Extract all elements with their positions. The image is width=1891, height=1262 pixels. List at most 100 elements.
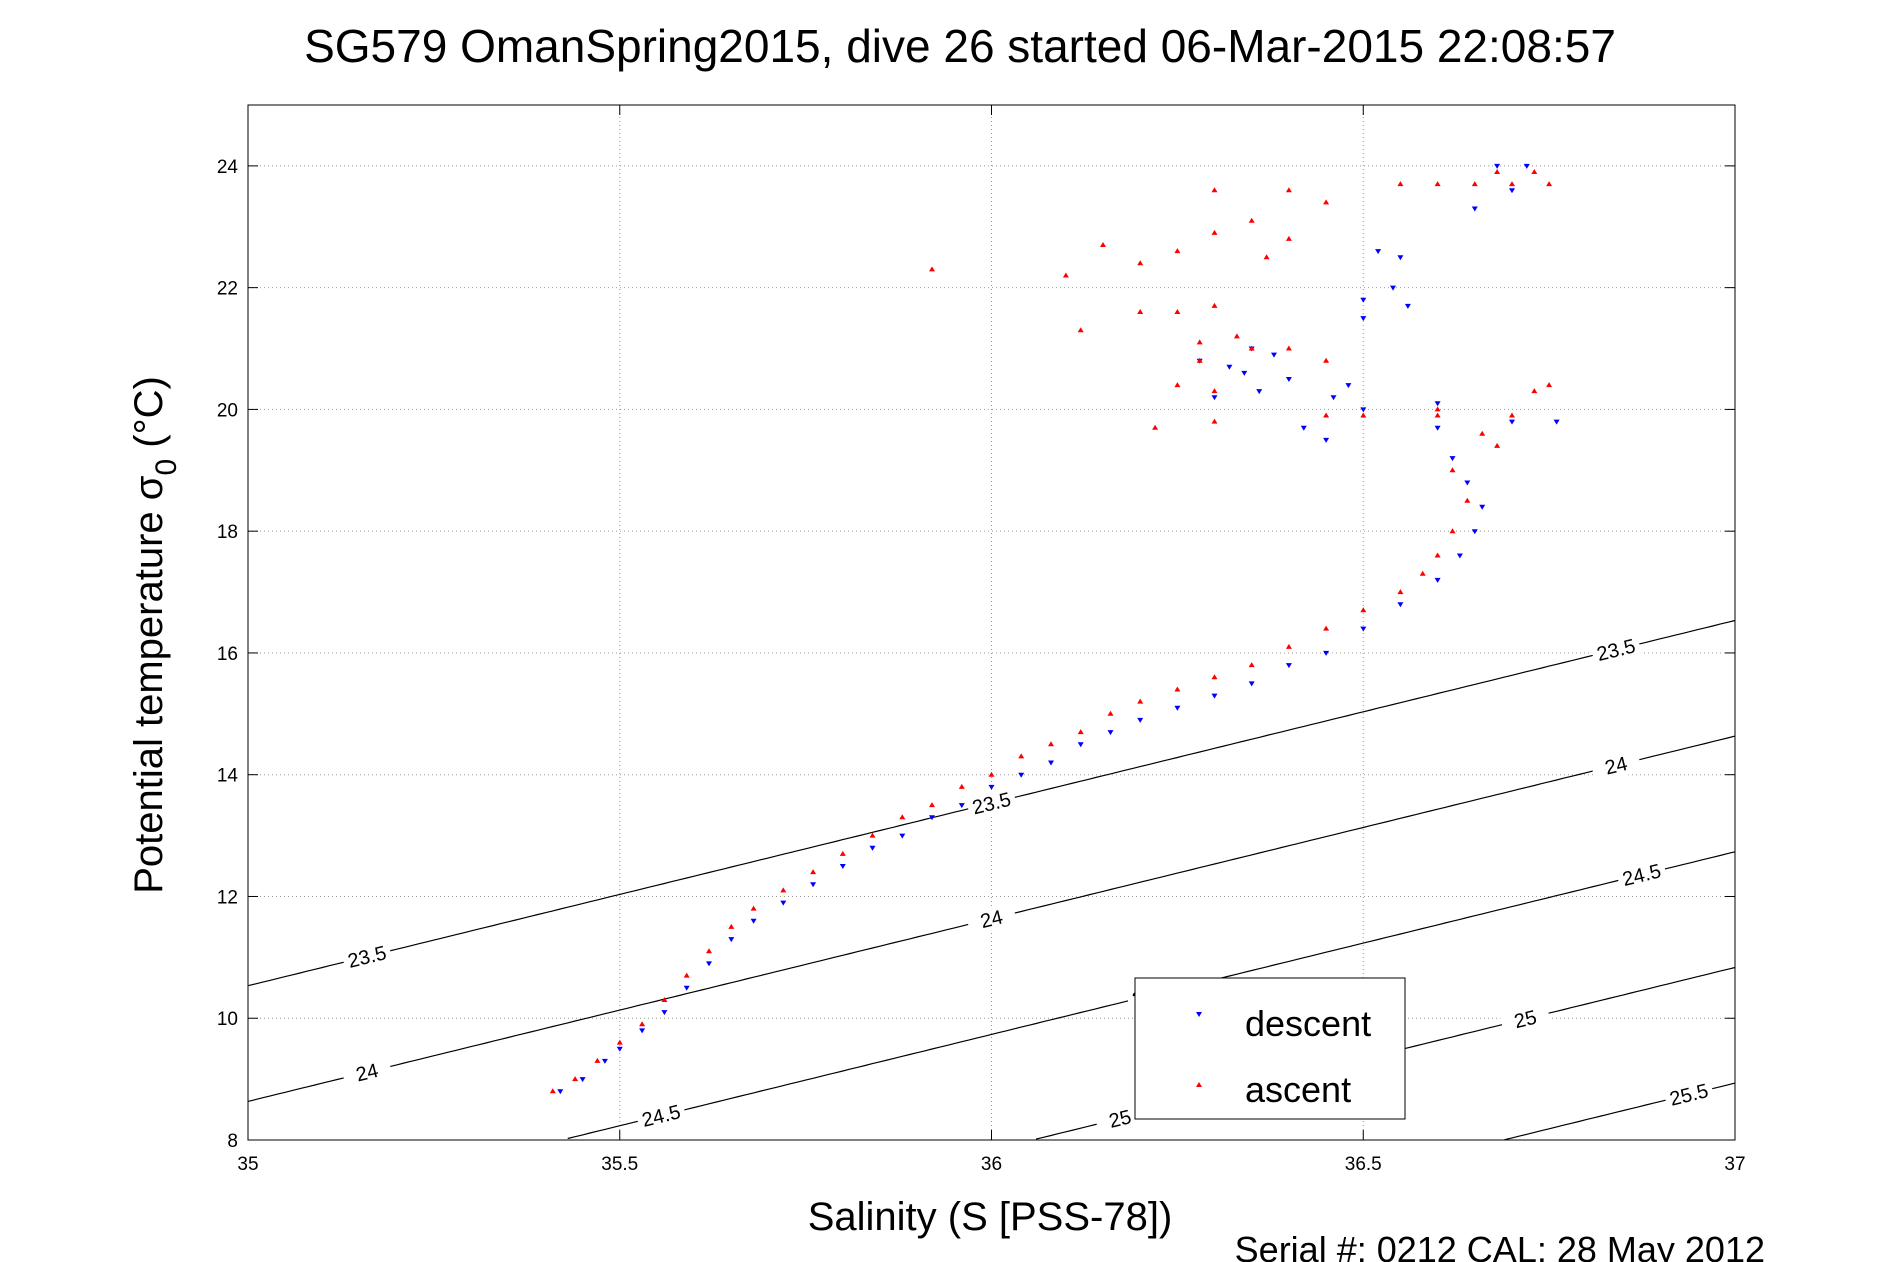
data-point-descent: [1174, 705, 1181, 711]
y-axis-label-subscript: 0: [150, 459, 183, 476]
data-point-ascent: [1211, 418, 1218, 424]
data-point-ascent: [1107, 710, 1114, 716]
data-point-ascent: [1174, 686, 1181, 692]
data-point-descent: [1397, 602, 1404, 608]
data-point-ascent: [1196, 339, 1203, 345]
data-point-descent: [1241, 370, 1248, 376]
series-ascent: [549, 169, 1553, 1094]
data-point-descent: [899, 833, 906, 839]
contour-label: 24: [1603, 753, 1630, 780]
data-point-ascent: [780, 887, 787, 893]
data-point-descent: [1285, 377, 1292, 382]
data-point-ascent: [1285, 235, 1292, 241]
data-point-descent: [579, 1077, 586, 1083]
data-point-ascent: [683, 972, 690, 978]
data-point-descent: [1360, 316, 1367, 322]
data-point-ascent: [1077, 729, 1084, 735]
legend-box: [1134, 977, 1406, 1120]
data-point-ascent: [1018, 753, 1025, 759]
data-point-ascent: [1263, 254, 1270, 260]
data-point-descent: [1404, 303, 1411, 309]
data-point-ascent: [1285, 345, 1292, 351]
x-tick-label: 36: [981, 1154, 1002, 1175]
data-point-ascent: [1509, 412, 1515, 418]
legend-label-descent: descent: [1245, 1003, 1371, 1044]
contour-label-bg: [1093, 1101, 1147, 1136]
data-point-descent: [557, 1089, 564, 1095]
data-point-descent: [1456, 553, 1463, 559]
data-point-ascent: [1285, 643, 1292, 649]
x-tick-label: 35.5: [601, 1154, 638, 1175]
data-point-ascent: [1211, 302, 1218, 308]
contour-label: 24: [354, 1060, 381, 1087]
data-point-descent: [1137, 717, 1144, 723]
y-tick-label: 18: [217, 522, 238, 543]
data-point-ascent: [958, 783, 965, 789]
data-point-ascent: [728, 923, 735, 929]
data-point-descent: [1434, 425, 1441, 431]
data-point-descent: [1449, 456, 1456, 462]
data-point-ascent: [1360, 412, 1367, 418]
y-tick-label: 12: [217, 887, 238, 908]
data-point-descent: [1479, 504, 1486, 510]
data-point-descent: [616, 1046, 623, 1052]
data-point-descent: [639, 1028, 646, 1034]
data-point-ascent: [1233, 333, 1240, 339]
y-axis-label: Potential temperature σ0 (°C): [127, 376, 183, 894]
data-point-ascent: [706, 948, 712, 954]
data-point-ascent: [1211, 674, 1218, 680]
plot-area: [248, 105, 1735, 1140]
data-point-descent: [1323, 437, 1330, 443]
data-point-ascent: [1137, 309, 1144, 314]
data-point-descent: [1509, 419, 1515, 425]
data-point-descent: [1360, 626, 1367, 632]
data-point-descent: [1226, 364, 1233, 370]
data-point-ascent: [1397, 589, 1404, 595]
data-point-descent: [1523, 163, 1530, 169]
x-tick-label: 36.5: [1345, 1154, 1382, 1175]
data-point-ascent: [1397, 181, 1404, 187]
data-point-descent: [1271, 352, 1277, 358]
data-point-descent: [929, 815, 935, 821]
data-point-descent: [1107, 730, 1114, 736]
contour-label: 25: [1512, 1007, 1539, 1034]
data-point-descent: [1285, 663, 1292, 669]
data-point-descent: [1375, 249, 1382, 255]
contour-label-bg: [340, 1054, 394, 1090]
data-point-ascent: [869, 832, 876, 838]
x-tick-label: 37: [1724, 1154, 1745, 1175]
data-point-ascent: [1285, 187, 1292, 193]
data-point-descent: [1248, 681, 1255, 687]
data-point-ascent: [1546, 382, 1553, 388]
y-tick-label: 22: [217, 279, 238, 300]
data-point-descent: [1211, 395, 1218, 401]
data-point-ascent: [1434, 412, 1441, 418]
data-point-ascent: [1174, 309, 1181, 314]
data-point-ascent: [1434, 181, 1441, 187]
y-axis-label-unit: (°C): [127, 376, 171, 459]
data-point-ascent: [1174, 382, 1181, 388]
data-point-ascent: [1360, 607, 1367, 613]
data-point-ascent: [1152, 424, 1159, 430]
contour-label-bg: [634, 1098, 688, 1133]
contour-label-bg: [1615, 857, 1668, 893]
data-point-descent: [1434, 577, 1441, 583]
contour-label-bg: [965, 901, 1018, 937]
data-point-ascent: [1471, 181, 1478, 187]
contour-label-bg: [965, 785, 1018, 821]
data-point-ascent: [1464, 497, 1471, 503]
data-point-descent: [1048, 760, 1054, 766]
y-tick-label: 8: [227, 1131, 238, 1152]
data-point-ascent: [1419, 570, 1426, 576]
data-point-ascent: [1449, 528, 1456, 534]
data-point-ascent: [1546, 181, 1553, 187]
data-point-descent: [1390, 285, 1396, 291]
legend-marker-descent: [1196, 1012, 1202, 1017]
data-point-ascent: [1434, 406, 1441, 412]
legend-marker-ascent: [1196, 1082, 1202, 1087]
serial-cal-footer: Serial #: 0212 CAL: 28 May 2012: [1235, 1229, 1765, 1262]
x-axis-ticks: 35 35.5 36 36.5 37: [237, 105, 1746, 1175]
data-point-ascent: [1062, 272, 1069, 278]
data-point-ascent: [1248, 345, 1255, 351]
